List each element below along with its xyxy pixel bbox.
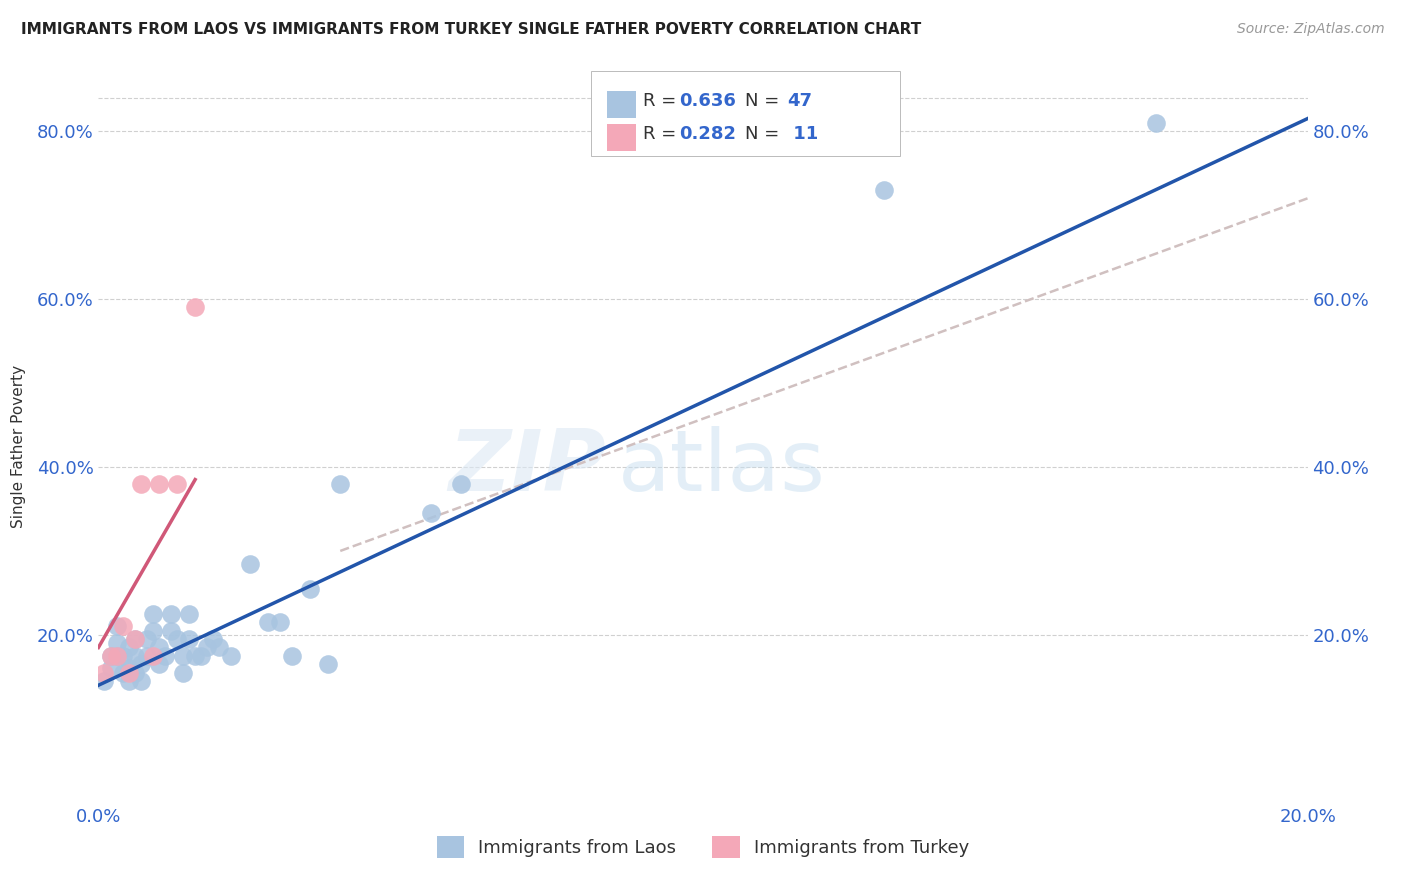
Point [118,640,141,655]
Point [129,674,152,689]
Point [281,648,304,663]
Point [111,665,134,680]
Point [166,632,188,646]
Point [299,582,322,596]
Legend: Immigrants from Laos, Immigrants from Turkey: Immigrants from Laos, Immigrants from Tu… [430,829,976,865]
Point [166,476,188,491]
Text: Source: ZipAtlas.com: Source: ZipAtlas.com [1237,22,1385,37]
Point [105,636,128,650]
Point [316,657,339,672]
Point [100,661,122,675]
Point [100,648,122,663]
Point [111,619,134,633]
Point [420,506,443,520]
Point [148,657,170,672]
Point [202,632,225,646]
Point [135,648,157,663]
Point [105,648,128,663]
Point [142,624,165,638]
Point [148,476,170,491]
Point [111,648,134,663]
Point [1144,116,1167,130]
Point [118,665,141,680]
Point [118,674,141,689]
Point [100,648,122,663]
Point [179,632,201,646]
Text: atlas: atlas [619,425,827,509]
Point [184,301,207,315]
Point [129,476,152,491]
Point [118,661,141,675]
Point [124,632,146,646]
Point [142,607,165,621]
Point [256,615,278,630]
Text: N =: N = [745,92,785,110]
Point [239,557,262,571]
Point [184,648,207,663]
Point [172,665,194,680]
Point [208,640,231,655]
Text: N =: N = [745,125,785,143]
Text: ZIP: ZIP [449,425,606,509]
Text: 47: 47 [787,92,813,110]
Point [124,632,146,646]
Point [450,476,472,491]
Point [124,665,146,680]
Y-axis label: Single Father Poverty: Single Father Poverty [11,365,25,527]
Point [142,648,165,663]
Text: IMMIGRANTS FROM LAOS VS IMMIGRANTS FROM TURKEY SINGLE FATHER POVERTY CORRELATION: IMMIGRANTS FROM LAOS VS IMMIGRANTS FROM … [21,22,921,37]
Point [179,607,201,621]
Text: R =: R = [643,125,682,143]
Point [148,640,170,655]
Point [105,619,128,633]
Point [105,648,128,663]
Point [124,648,146,663]
Point [195,640,218,655]
Text: 0.636: 0.636 [679,92,735,110]
Text: R =: R = [643,92,682,110]
Point [93,674,115,689]
Point [873,183,896,197]
Point [135,632,157,646]
Point [172,648,194,663]
Point [329,476,352,491]
Point [221,648,243,663]
Point [160,624,183,638]
Point [190,648,212,663]
Point [93,665,115,680]
Point [160,607,183,621]
Point [269,615,291,630]
Point [129,657,152,672]
Point [153,648,176,663]
Text: 0.282: 0.282 [679,125,737,143]
Text: 11: 11 [787,125,818,143]
